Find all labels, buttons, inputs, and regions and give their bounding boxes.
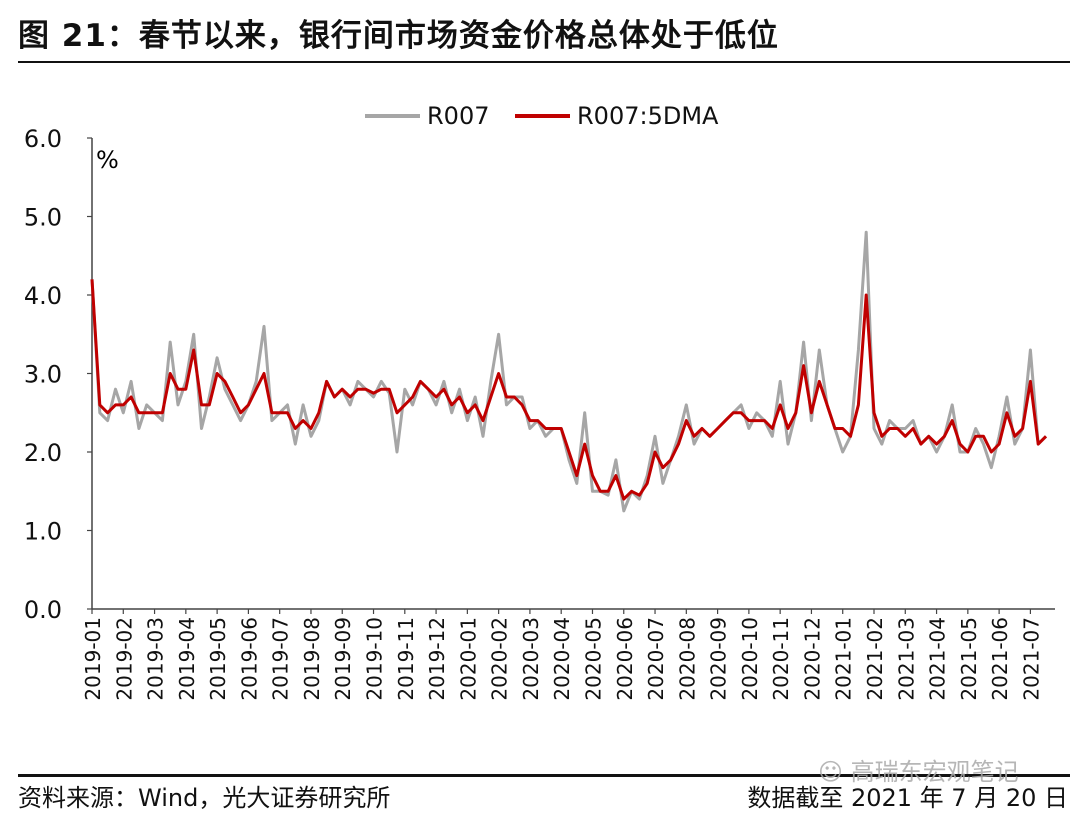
series-lines xyxy=(90,230,1048,513)
y-tick-label: 5.0 xyxy=(24,204,62,232)
y-tick-label: 0.0 xyxy=(24,596,62,624)
legend-label: R007 xyxy=(427,102,489,130)
source-note: 资料来源：Wind，光大证券研究所 xyxy=(18,784,391,812)
x-tick-label: 2020-11 xyxy=(769,617,793,701)
x-tick-label: 2020-08 xyxy=(675,617,699,701)
x-tick-label: 2019-02 xyxy=(112,617,136,701)
title-divider xyxy=(18,61,1070,63)
x-tick-label: 2019-04 xyxy=(175,617,199,701)
x-tick-label: 2019-01 xyxy=(81,617,105,701)
x-tick-label: 2021-03 xyxy=(894,617,918,701)
y-tick-label: 3.0 xyxy=(24,361,62,389)
x-tick-label: 2019-05 xyxy=(206,617,230,701)
x-tick-label: 2020-06 xyxy=(613,617,637,701)
x-tick-label: 2020-10 xyxy=(738,617,762,701)
y-tick-labels: 0.0 1.0 2.0 3.0 4.0 5.0 6.0 xyxy=(24,125,62,624)
y-tick-label: 6.0 xyxy=(24,125,62,153)
x-tick-label: 2019-11 xyxy=(394,617,418,701)
x-tick-label: 2019-10 xyxy=(363,617,387,701)
x-tick-label: 2019-03 xyxy=(144,617,168,701)
chart-title: 图 21：春节以来，银行间市场资金价格总体处于低位 xyxy=(18,18,779,54)
x-tick-label: 2020-04 xyxy=(550,617,574,701)
legend-label: R007:5DMA xyxy=(577,102,719,130)
x-tick-label: 2021-05 xyxy=(957,617,981,701)
x-tick-label: 2020-03 xyxy=(519,617,543,701)
series-line-r007-5dma xyxy=(90,279,1048,501)
legend: R007 R007:5DMA xyxy=(365,102,719,130)
footer-divider xyxy=(18,774,1070,777)
series-line-r007 xyxy=(90,230,1048,513)
y-tick-label: 1.0 xyxy=(24,518,62,546)
x-tick-label: 2020-02 xyxy=(488,617,512,701)
x-tick-label: 2020-12 xyxy=(800,617,824,701)
x-tick-label: 2021-04 xyxy=(926,617,950,701)
x-tick-label: 2021-07 xyxy=(1019,617,1043,701)
y-tick-label: 2.0 xyxy=(24,439,62,467)
x-tick-labels: 2019-01 2019-02 2019-03 2019-04 2019-05 2019-… xyxy=(81,617,1043,701)
y-tick-label: 4.0 xyxy=(24,282,62,310)
x-tick-label: 2019-09 xyxy=(331,617,355,701)
line-chart: 0.01.02.03.04.05.06.0 2019-01 2019-02 2019… xyxy=(24,102,1055,701)
axes xyxy=(87,137,1055,614)
x-tick-label: 2019-07 xyxy=(269,617,293,701)
x-tick-label: 2019-08 xyxy=(300,617,324,701)
watermark-text: 高瑞东宏观笔记 xyxy=(850,758,1019,786)
x-tick-label: 2020-01 xyxy=(456,617,480,701)
y-axis-unit-label: % xyxy=(96,146,119,174)
x-tick-label: 2021-02 xyxy=(863,617,887,701)
watermark: ☺ 高瑞东宏观笔记 xyxy=(818,752,1019,787)
x-tick-label: 2020-09 xyxy=(707,617,731,701)
x-tick-label: 2019-12 xyxy=(425,617,449,701)
data-cutoff-note: 数据截至 2021 年 7 月 20 日 xyxy=(747,784,1068,812)
x-tick-label: 2020-07 xyxy=(644,617,668,701)
x-tick-label: 2021-06 xyxy=(988,617,1012,701)
x-tick-label: 2020-05 xyxy=(581,617,605,701)
x-tick-label: 2021-01 xyxy=(832,617,856,701)
wechat-icon: ☺ xyxy=(818,758,844,786)
x-tick-label: 2019-06 xyxy=(237,617,261,701)
